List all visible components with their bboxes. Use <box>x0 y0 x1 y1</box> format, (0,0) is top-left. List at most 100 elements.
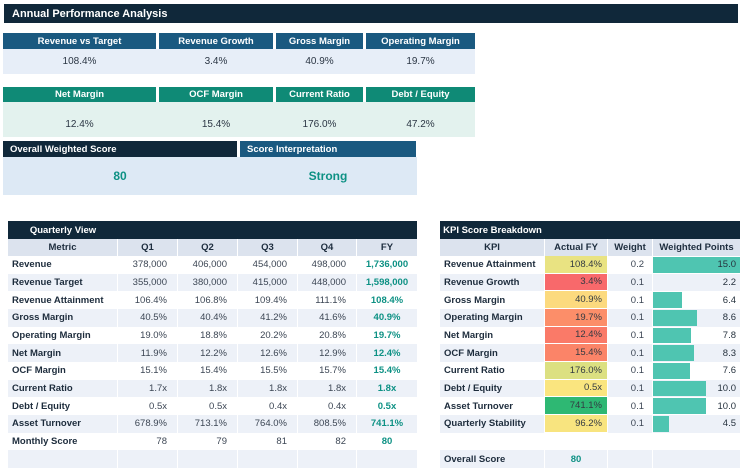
quarterly-view-table: Quarterly View Metric Q1 Q2 Q3 Q4 FY Revenue 3… <box>8 221 417 468</box>
quarter-value-cell: 0.4x <box>298 397 357 415</box>
table-row: OCF Margin 15.4% 0.1 8.3 <box>440 344 740 362</box>
empty-cell <box>238 450 298 468</box>
weighted-points-cell: 7.6 <box>653 362 740 380</box>
kpi-name-cell: Quarterly Stability <box>440 414 545 433</box>
empty-cell <box>8 450 118 468</box>
quarter-value-cell: 1.7x <box>118 379 178 398</box>
quarter-value-cell: 0.5x <box>178 397 238 415</box>
table-row: Current Ratio 176.0% 0.1 7.6 <box>440 361 740 380</box>
quarter-value-cell: 15.5% <box>238 361 298 380</box>
weighted-points-value: 10.0 <box>717 400 737 412</box>
metric-name-cell: Debt / Equity <box>8 397 118 415</box>
metric-name-cell: Net Margin <box>8 344 118 362</box>
quarter-value-cell: 109.4% <box>238 291 298 309</box>
actual-fy-cell: 96.2% <box>545 414 608 433</box>
table-row: Operating Margin 19.7% 0.1 8.6 <box>440 308 740 327</box>
kpi-name-cell: Current Ratio <box>440 361 545 380</box>
actual-fy-cell: 3.4% <box>545 273 608 292</box>
kpi-card-value: 176.0% <box>302 119 337 130</box>
empty-cell <box>298 450 357 468</box>
quarter-value-cell: 1.8x <box>178 379 238 398</box>
quarter-value-cell: 78 <box>118 432 178 451</box>
quarter-value-cell: 81 <box>238 432 298 451</box>
weighted-points-value: 15.0 <box>717 259 737 271</box>
score-interpretation-value: Strong <box>308 169 348 183</box>
table-row: Gross Margin 40.9% 0.1 6.4 <box>440 291 740 309</box>
quarter-value-cell: 378,000 <box>118 256 178 274</box>
weight-cell: 0.1 <box>608 379 653 398</box>
actual-fy-cell: 12.4% <box>545 326 608 345</box>
kpi-card-label: Gross Margin <box>276 33 363 49</box>
fy-value-cell: 12.4% <box>373 347 401 359</box>
kpi-breakdown-title-bar: KPI Score Breakdown <box>440 221 740 239</box>
kpi-name-cell: Asset Turnover <box>440 397 545 415</box>
weighted-points-value: 7.6 <box>722 365 736 377</box>
weighted-points-bar <box>653 415 669 432</box>
kpi-name-cell: Revenue Attainment <box>440 256 545 274</box>
quarter-value-cell: 808.5% <box>298 414 357 433</box>
column-header: Weight <box>608 239 653 256</box>
quarter-value-cell: 1.8x <box>298 379 357 398</box>
column-header: Actual FY <box>545 239 608 256</box>
kpi-card-value: 47.2% <box>406 119 435 130</box>
quarter-value-cell: 1.8x <box>238 379 298 398</box>
weighted-points-bar <box>653 292 682 308</box>
kpi-name-cell: Operating Margin <box>440 308 545 327</box>
weighted-points-cell: 7.8 <box>653 327 740 345</box>
kpi-card-value: 3.4% <box>204 56 228 67</box>
weighted-points-value: 8.6 <box>722 312 736 324</box>
quarter-value-cell: 106.4% <box>118 291 178 309</box>
metric-name-cell: Monthly Score <box>8 432 118 451</box>
kpi-card-header-row-1: Revenue vs Target Revenue Growth Gross M… <box>3 33 475 49</box>
table-row: Revenue Attainment 108.4% 0.2 15.0 <box>440 256 740 274</box>
kpi-name-cell: Debt / Equity <box>440 379 545 398</box>
quarter-value-cell: 764.0% <box>238 414 298 433</box>
quarter-value-cell: 11.9% <box>118 344 178 362</box>
kpi-card-value: 108.4% <box>62 56 97 67</box>
quarter-value-cell: 19.0% <box>118 326 178 345</box>
table-row: Asset Turnover 741.1% 0.1 10.0 <box>440 397 740 415</box>
score-summary-value-row: 80 Strong <box>3 157 417 195</box>
table-row: Revenue Growth 3.4% 0.1 2.2 <box>440 273 740 292</box>
table-row: Gross Margin 40.5% 40.4% 41.2% 41.6% 40.9% <box>8 308 417 327</box>
kpi-breakdown-rows: Revenue Attainment 108.4% 0.2 15.0 Revenue G… <box>440 256 740 468</box>
weighted-points-value: 10.0 <box>717 382 737 394</box>
table-row: Quarterly Stability 96.2% 0.1 4.5 <box>440 414 740 433</box>
empty-cell <box>118 450 178 468</box>
table-row: Debt / Equity 0.5x 0.5x 0.4x 0.4x 0.5x <box>8 397 417 415</box>
column-header: Q3 <box>238 239 298 256</box>
kpi-card-label: Net Margin <box>3 87 156 102</box>
kpi-card-label: Operating Margin <box>366 33 475 49</box>
quarter-value-cell: 678.9% <box>118 414 178 433</box>
fy-value-cell: 1,736,000 <box>365 259 409 271</box>
fy-value-cell: 19.7% <box>373 329 401 341</box>
column-header: Q1 <box>118 239 178 256</box>
kpi-card-label: OCF Margin <box>159 87 273 102</box>
weighted-points-bar <box>653 257 740 273</box>
score-interpretation-label: Score Interpretation <box>240 141 416 157</box>
weighted-points-cell: 2.2 <box>653 274 740 292</box>
empty-cell <box>178 450 238 468</box>
quarter-value-cell: 0.4x <box>238 397 298 415</box>
kpi-card-value: 40.9% <box>305 56 334 67</box>
empty-row <box>8 450 417 468</box>
table-row: Revenue Target 355,000 380,000 415,000 448,0… <box>8 273 417 292</box>
empty-cell <box>653 433 740 451</box>
quarter-value-cell: 111.1% <box>298 291 357 309</box>
empty-cell <box>545 432 608 451</box>
metric-name-cell: Asset Turnover <box>8 414 118 433</box>
overall-weighted-score-label: Overall Weighted Score <box>3 141 237 157</box>
kpi-column-header-row: KPI Actual FY Weight Weighted Points <box>440 239 740 256</box>
fy-value-cell: 1.8x <box>377 382 397 394</box>
overall-score-value: 80 <box>545 450 608 468</box>
table-row: Asset Turnover 678.9% 713.1% 764.0% 808.5% 74… <box>8 414 417 433</box>
actual-fy-cell: 40.9% <box>545 291 608 309</box>
weighted-points-bar <box>653 398 706 414</box>
quarter-value-cell: 355,000 <box>118 273 178 292</box>
quarter-value-cell: 454,000 <box>238 256 298 274</box>
kpi-card-label: Debt / Equity <box>366 87 475 102</box>
quarter-value-cell: 415,000 <box>238 273 298 292</box>
table-row: Net Margin 11.9% 12.2% 12.6% 12.9% 12.4% <box>8 344 417 362</box>
column-header: Q2 <box>178 239 238 256</box>
table-row: Debt / Equity 0.5x 0.1 10.0 <box>440 379 740 398</box>
